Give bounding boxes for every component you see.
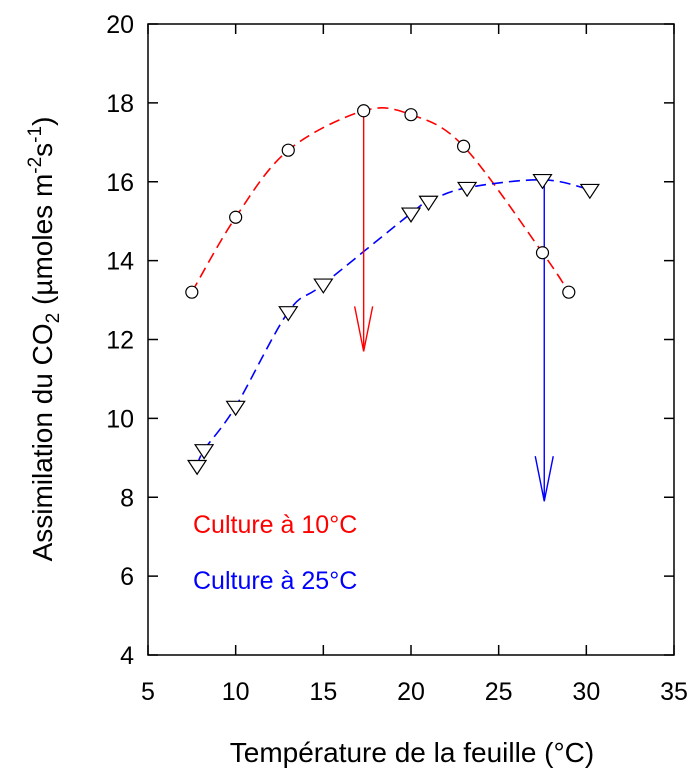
y-tick-label: 16 — [106, 169, 134, 197]
y-axis-label-s-superscript: -1 — [25, 126, 46, 143]
y-tick-label: 14 — [106, 248, 134, 276]
arrow-layer — [353, 110, 554, 502]
y-tick-label: 10 — [106, 405, 134, 433]
x-tick-label: 10 — [222, 678, 250, 706]
y-axis-label-m-superscript: -2 — [25, 157, 46, 174]
arrow-2-head — [534, 456, 554, 502]
series-2-triangle-point — [579, 183, 600, 200]
x-tick-label: 20 — [397, 678, 425, 706]
series-2-triangle-point — [313, 278, 334, 294]
series-2-line — [196, 178, 590, 467]
y-axis-label-s: s — [27, 143, 58, 157]
y-tick-label: 20 — [106, 11, 134, 39]
series-1-circle-point — [229, 210, 243, 224]
series-layer — [191, 107, 590, 467]
series-2-triangle-point — [186, 459, 208, 476]
y-axis-label-co2-subscript: 2 — [43, 313, 64, 324]
series-2-triangle-point — [193, 444, 215, 460]
series-1-circle-point — [535, 246, 550, 260]
y-axis-label-suffix: ) — [27, 117, 58, 126]
series-1-circle-point — [281, 143, 295, 157]
series-1-circle-point — [404, 108, 418, 122]
y-tick-label: 12 — [106, 327, 134, 355]
y-axis-label-unit-start: (µmoles m — [27, 174, 58, 313]
y-tick-label: 6 — [120, 563, 134, 591]
x-tick-label: 5 — [141, 678, 155, 706]
series-2-triangle-point — [225, 400, 246, 417]
y-axis-label-prefix: Assimilation du CO — [27, 323, 58, 561]
series-1-line — [191, 107, 570, 293]
series-2-triangle-point — [532, 173, 553, 190]
marker-layer — [185, 104, 600, 476]
legend-entry-1: Culture à 10°C — [193, 511, 357, 539]
series-1-circle-point — [357, 104, 371, 118]
arrow-1-head — [353, 306, 374, 352]
y-axis: 4 6 8 10 12 14 16 18 20 — [106, 11, 674, 670]
series-2-triangle-point — [278, 306, 299, 322]
series-2-triangle-point — [418, 195, 439, 212]
x-tick-label: 35 — [660, 678, 688, 706]
series-1-circle-point — [457, 139, 471, 153]
y-tick-label: 18 — [106, 90, 134, 118]
y-axis-label: Assimilation du CO2 (µmoles m-2s-1) — [25, 117, 64, 562]
y-tick-label: 4 — [120, 642, 134, 670]
legend-entry-2: Culture à 25°C — [193, 567, 357, 595]
series-1-circle-point — [562, 285, 576, 299]
x-tick-label: 25 — [485, 678, 513, 706]
y-tick-label: 8 — [120, 484, 134, 512]
series-2-triangle-point — [456, 181, 478, 198]
x-tick-label: 30 — [572, 678, 600, 706]
series-2-triangle-point — [400, 207, 422, 223]
series-1-circle-point — [185, 285, 199, 299]
legend: Culture à 10°C Culture à 25°C — [193, 511, 357, 595]
x-tick-label: 15 — [309, 678, 337, 706]
x-axis: 5 10 15 20 25 30 35 — [141, 24, 688, 706]
x-axis-label: Température de la feuille (°C) — [230, 737, 594, 768]
